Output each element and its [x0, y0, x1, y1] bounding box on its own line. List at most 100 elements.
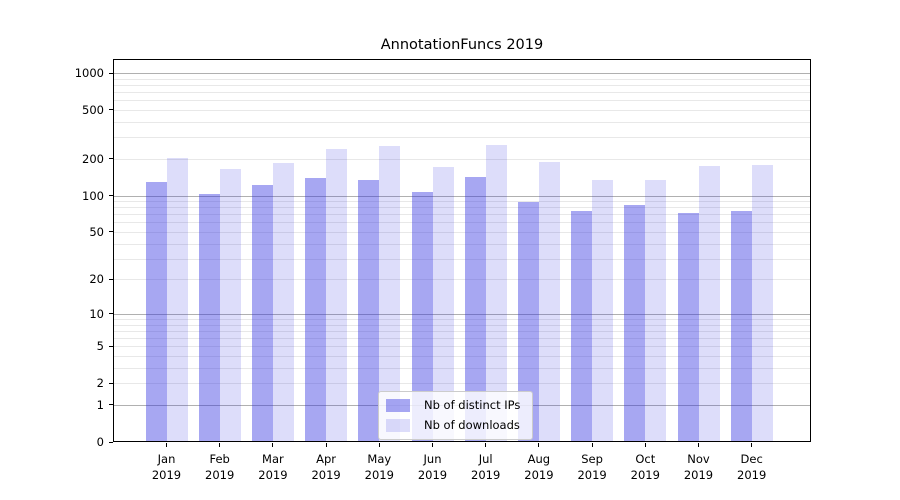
gridline-minor	[113, 84, 811, 86]
x-tick-label-year: 2019	[258, 468, 288, 482]
bar-distinct-ips-sep	[571, 210, 593, 442]
gridline-minor	[113, 367, 811, 369]
y-tick-label: 5	[96, 339, 104, 354]
gridline-major	[113, 313, 811, 315]
x-tick-label-month: Mar	[262, 452, 284, 466]
bar-downloads-dec	[751, 164, 773, 442]
x-axis-tick	[591, 443, 593, 447]
x-tick-label-year: 2019	[311, 468, 341, 482]
y-tick-label: 10	[89, 306, 104, 321]
gridline-minor	[113, 92, 811, 94]
x-axis-tick	[325, 443, 327, 447]
x-tick-label-month: Nov	[687, 452, 710, 466]
gridline-minor	[113, 279, 811, 281]
y-axis-tick	[109, 441, 113, 443]
x-tick-label-year: 2019	[471, 468, 501, 482]
y-axis-tick	[109, 313, 113, 315]
gridline-minor	[113, 207, 811, 209]
gridline-minor	[113, 330, 811, 332]
legend-swatch-downloads	[386, 418, 410, 432]
x-tick-label: Feb 2019	[198, 451, 242, 483]
x-axis-tick	[644, 443, 646, 447]
y-tick-label: 500	[82, 102, 104, 117]
legend: Nb of distinct IPs Nb of downloads	[378, 391, 534, 440]
x-axis-tick	[378, 443, 380, 447]
x-axis-tick	[751, 443, 753, 447]
bar-downloads-may	[379, 145, 401, 442]
gridline-minor	[113, 109, 811, 111]
x-tick-label-month: Apr	[316, 452, 337, 466]
gridline-minor	[113, 214, 811, 216]
x-tick-label-year: 2019	[630, 468, 660, 482]
gridline-minor	[113, 346, 811, 348]
x-tick-label: Mar 2019	[251, 451, 295, 483]
bar-distinct-ips-feb	[198, 193, 220, 442]
x-tick-label-year: 2019	[151, 468, 182, 482]
x-tick-label-year: 2019	[737, 468, 767, 482]
x-axis-tick	[219, 443, 221, 447]
x-axis-tick	[272, 443, 274, 447]
legend-item-distinct-ips: Nb of distinct IPs	[386, 395, 520, 415]
x-tick-label-year: 2019	[364, 468, 394, 482]
plot-area	[113, 59, 811, 442]
bar-distinct-ips-jan	[145, 182, 167, 442]
y-axis-tick	[109, 278, 113, 280]
gridline-minor	[113, 338, 811, 340]
y-tick-label: 200	[82, 151, 104, 166]
gridline-minor	[113, 258, 811, 260]
legend-label-distinct-ips: Nb of distinct IPs	[424, 398, 521, 412]
gridline-minor	[113, 222, 811, 224]
gridline-minor	[113, 100, 811, 102]
gridline-minor	[113, 383, 811, 385]
x-axis-tick	[485, 443, 487, 447]
x-axis-tick	[432, 443, 433, 447]
x-tick-label-year: 2019	[417, 468, 448, 482]
bar-downloads-feb	[219, 168, 241, 442]
bar-downloads-jul	[485, 145, 507, 442]
x-tick-label: Jun 2019	[411, 451, 455, 483]
x-tick-label: Dec 2019	[730, 451, 774, 483]
x-axis-tick	[166, 443, 167, 447]
y-tick-label: 100	[82, 188, 104, 203]
y-tick-label: 0	[96, 435, 104, 449]
x-axis-tick	[698, 443, 699, 447]
bar-downloads-mar	[272, 162, 294, 442]
y-tick-label: 1000	[74, 66, 104, 80]
gridline-major	[113, 195, 811, 197]
x-tick-label: Nov 2019	[677, 451, 721, 483]
x-tick-label: May 2019	[357, 451, 401, 483]
bar-downloads-jan	[166, 157, 188, 442]
legend-label-downloads: Nb of downloads	[424, 418, 520, 432]
y-axis-tick	[109, 158, 113, 160]
bar-distinct-ips-oct	[624, 205, 646, 442]
bar-downloads-oct	[645, 180, 667, 442]
bar-downloads-jun	[432, 166, 454, 442]
x-tick-label: Apr 2019	[304, 451, 348, 483]
x-tick-label-month: Jan	[157, 452, 176, 466]
y-tick-label: 1	[96, 397, 104, 412]
x-tick-label-month: Aug	[527, 452, 551, 466]
gridline-minor	[113, 158, 811, 160]
x-axis-tick	[538, 443, 540, 447]
x-tick-label: Aug 2019	[517, 451, 561, 483]
x-tick-label: Jul 2019	[464, 451, 508, 483]
x-tick-label-month: Sep	[581, 452, 603, 466]
x-tick-label: Oct 2019	[623, 451, 667, 483]
y-axis-tick	[109, 231, 113, 233]
x-tick-label-year: 2019	[577, 468, 607, 482]
gridline-minor	[113, 356, 811, 358]
gridline-minor	[113, 319, 811, 321]
x-tick-label-month: Oct	[635, 452, 656, 466]
gridline-major	[113, 73, 811, 74]
gridline-minor	[113, 121, 811, 123]
x-tick-label: Sep 2019	[570, 451, 614, 483]
x-tick-label-year: 2019	[524, 468, 554, 482]
gridline-minor	[113, 78, 811, 80]
legend-swatch-distinct-ips	[386, 398, 410, 412]
y-axis-tick	[109, 109, 113, 111]
y-axis-tick	[109, 72, 113, 74]
y-axis-tick	[109, 404, 113, 406]
bar-downloads-aug	[538, 162, 560, 442]
legend-item-downloads: Nb of downloads	[386, 415, 520, 435]
y-axis-tick	[109, 382, 113, 384]
